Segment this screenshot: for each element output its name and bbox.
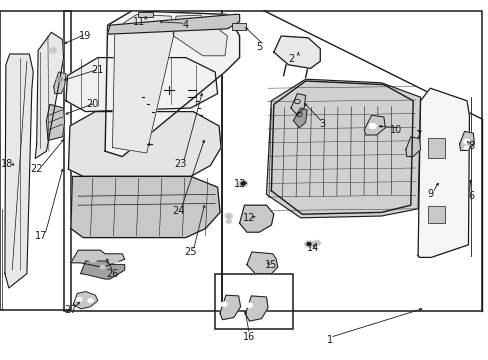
Circle shape [463,139,468,144]
Circle shape [304,241,313,247]
Text: 13: 13 [233,179,245,189]
Text: 26: 26 [106,269,119,279]
Polygon shape [71,176,220,238]
Text: 11: 11 [133,17,145,27]
Polygon shape [417,88,468,257]
Polygon shape [46,104,64,140]
Text: 7: 7 [414,130,420,140]
Text: 17: 17 [35,231,48,241]
Bar [0,11,71,310]
Text: 8: 8 [468,141,474,151]
Circle shape [112,259,118,263]
Text: 23: 23 [174,159,187,169]
Text: 1: 1 [326,335,332,345]
Circle shape [464,146,468,149]
Circle shape [89,256,97,262]
Text: 22: 22 [30,164,43,174]
Polygon shape [54,72,66,94]
Text: 12: 12 [243,213,255,223]
Circle shape [88,299,93,302]
Circle shape [313,240,320,246]
Text: 27: 27 [64,305,77,315]
Polygon shape [246,252,277,274]
Text: 9: 9 [427,189,432,199]
Polygon shape [220,295,240,320]
Text: 15: 15 [264,260,277,270]
Circle shape [246,303,252,307]
Text: 2: 2 [287,54,293,64]
Circle shape [57,77,62,81]
Text: 4: 4 [183,20,188,30]
Circle shape [221,302,226,306]
Circle shape [77,298,81,301]
Polygon shape [290,94,305,115]
Circle shape [368,123,375,129]
Polygon shape [71,250,124,266]
Bar [232,23,245,30]
Text: 19: 19 [79,31,92,41]
Polygon shape [239,205,273,232]
Text: 14: 14 [306,243,319,253]
Bar [215,274,293,329]
Polygon shape [266,79,420,218]
Polygon shape [405,137,420,157]
Bar [427,206,445,223]
Polygon shape [73,292,98,309]
Polygon shape [66,58,217,112]
Text: 25: 25 [184,247,197,257]
Text: 18: 18 [1,159,14,169]
Circle shape [238,180,247,187]
Polygon shape [245,296,267,321]
Bar [63,11,222,311]
Polygon shape [68,112,221,176]
Polygon shape [173,15,227,56]
Polygon shape [81,261,124,279]
Polygon shape [5,54,33,288]
Circle shape [241,182,244,185]
Polygon shape [293,108,306,128]
Text: 24: 24 [172,206,184,216]
Polygon shape [459,131,473,150]
Text: 5: 5 [256,42,262,52]
Polygon shape [273,36,320,68]
Text: 20: 20 [86,99,99,109]
Text: 3: 3 [319,119,325,129]
Circle shape [226,220,231,223]
Bar [427,138,445,158]
Polygon shape [112,14,173,153]
Circle shape [225,213,232,219]
Polygon shape [364,115,385,135]
Polygon shape [107,14,239,34]
Bar [138,12,152,17]
Text: 10: 10 [389,125,402,135]
Bar [222,11,481,311]
Text: 6: 6 [468,191,474,201]
Polygon shape [35,32,63,158]
Polygon shape [105,11,239,157]
Circle shape [306,243,310,246]
Circle shape [100,265,105,269]
Text: 16: 16 [243,332,255,342]
Text: 21: 21 [91,65,104,75]
Circle shape [49,48,56,53]
